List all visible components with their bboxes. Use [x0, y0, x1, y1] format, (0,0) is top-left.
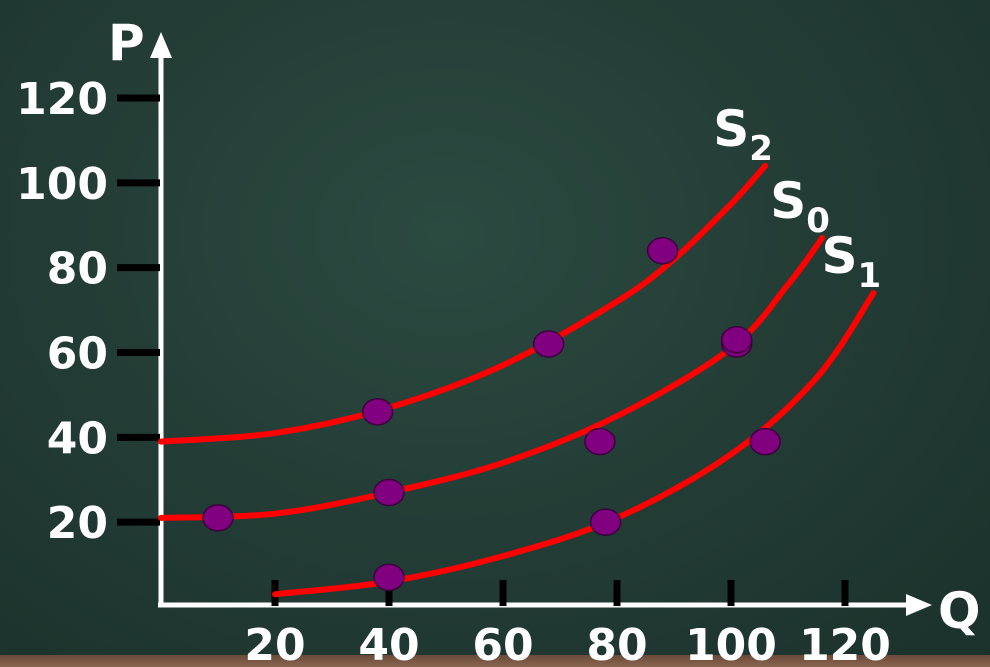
- point-s1: [589, 508, 622, 536]
- y-tick-label: 40: [47, 413, 108, 464]
- y-tick-label: 60: [47, 329, 108, 380]
- point-s0: [584, 427, 616, 456]
- curve-s0: [158, 234, 826, 521]
- ticks: 20 40 60 80 100 120 20 40 60 80 100 120: [16, 74, 891, 667]
- y-axis-label: P: [108, 14, 145, 72]
- point-s0: [373, 478, 405, 507]
- chalk-ledge: [0, 655, 990, 667]
- y-tick-label: 120: [16, 74, 108, 125]
- curve-label-s0: S0: [770, 172, 830, 241]
- x-tick-label: 80: [586, 620, 647, 667]
- point-s0: [720, 326, 753, 354]
- point-s2: [532, 330, 565, 358]
- point-s2: [646, 236, 679, 265]
- curve-s2: [158, 162, 769, 445]
- x-tick-label: 40: [358, 620, 419, 667]
- x-axis-arrow: [906, 594, 932, 616]
- x-tick-label: 120: [799, 620, 891, 667]
- y-tick-label: 100: [16, 159, 108, 210]
- curve-label-s2: S2: [713, 100, 773, 169]
- supply-curves: [158, 162, 877, 598]
- data-points: [202, 236, 781, 592]
- x-tick-label: 60: [472, 620, 533, 667]
- y-tick-label: 80: [47, 244, 108, 295]
- point-s0: [202, 504, 234, 532]
- curve-s1: [272, 290, 877, 598]
- x-tick-label: 100: [685, 620, 777, 667]
- y-axis-arrow: [150, 32, 172, 58]
- point-s1: [373, 563, 405, 592]
- point-s2: [361, 398, 394, 426]
- x-tick-label: 20: [244, 620, 305, 667]
- x-axis-label: Q: [938, 582, 981, 640]
- y-tick-label: 20: [47, 498, 108, 549]
- axes: P Q: [108, 14, 981, 640]
- curve-label-s1: S1: [822, 227, 882, 296]
- point-s1: [749, 427, 781, 456]
